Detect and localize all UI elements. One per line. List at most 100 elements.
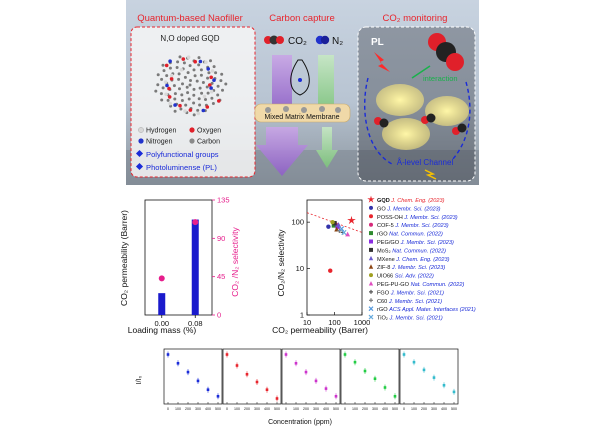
robeson-legend: GQD J. Chem. Eng. (2023) GO J. Membr. Sci… [367,195,476,322]
carbon-atom [199,73,203,77]
dopant-atom [169,77,174,81]
co2-molecule-large-icon [428,33,464,71]
legend-marker [369,273,373,278]
carbon-atom [192,93,196,97]
dopant-atom [205,105,210,109]
dopant-atom [193,59,197,64]
selectivity-point [158,275,165,282]
robeson-ytick-label: 100 [291,218,304,227]
carbon-atom [196,108,200,112]
gqd-molecule [154,55,228,117]
sensing-xtick-label: 500 [215,407,221,411]
legend-marker [369,231,373,236]
legend-entry: COF-5 J. Membr. Sci. (2023) [377,223,449,229]
carbon-atom [200,91,204,95]
carbon-atom [177,72,181,76]
carbon-atom [156,83,160,87]
sensing-chart: 0 100 200 300 400 500 0 100 200 300 400 500 0 100 200 3… [136,348,459,426]
membrane-fillers [265,106,341,113]
robeson-plot-frame [306,199,363,316]
robeson-xtick-label: 1000 [354,318,371,327]
sensing-xtick-label: 500 [451,407,457,411]
carbon-atom [214,71,218,75]
dopant-atom [181,57,186,61]
atom-legend: Hydrogen Oxygen Nitrogen Carbon [138,127,221,146]
sensing-xtick-label: 300 [313,407,319,411]
sensing-point [324,387,328,390]
carbon-atom [220,72,224,76]
carbon-atom [212,65,216,69]
carbon-atom [178,87,181,91]
robeson-point [345,231,351,237]
sensing-point [284,353,288,356]
loading-ylabel-left: CO₂ permeability (Barrer) [119,210,129,306]
legend-entry: MoS₂ Nat. Commun. (2022) [377,248,446,254]
dopant-atom [206,67,210,71]
legend-marker [368,255,374,261]
carbon-atom [186,91,190,95]
sensing-xtick-label: 0 [226,407,228,411]
carbon-atom [188,83,192,87]
legend-entry: FGO J. Membr. Sci. (2021) [377,290,444,296]
lightning-icon [374,52,390,72]
sensing-xtick-label: 500 [333,407,339,411]
loading-xtick-label: 0.08 [188,319,203,328]
channel-path [451,81,471,161]
loading-ytick-label-right: 0 [217,311,221,320]
legend-nitrogen: Nitrogen [146,139,173,146]
dopant-atom [202,94,207,99]
carbon-atom [159,92,163,96]
robeson-point [347,215,356,225]
sensing-point [265,388,269,391]
sensing-point [255,380,259,384]
carbon-atom [206,76,210,80]
carbon-atom [199,68,203,72]
carbon-atom [192,101,196,105]
sensing-xtick-label: 200 [185,407,191,411]
dopant-atom [183,109,187,113]
sensing-axes: 0 100 200 300 400 500 0 100 200 300 400 500 0 100 200 3… [163,348,459,411]
legend-marker [369,205,373,210]
carbon-atom [172,84,176,88]
dopant-atom [188,108,193,112]
carbon-capture-title: Carbon capture [269,13,334,24]
legend-entry: rGO ACS Appl. Mater. Interfaces (2021) [377,307,476,313]
feature-photoluminescence: Photoluminense (PL) [146,163,217,172]
legend-entry: GQD J. Chem. Eng. (2023) [377,198,445,204]
n2-permeate-arrow [316,127,338,168]
polymer-chain [290,59,310,96]
carbon-atom [178,55,182,59]
carbon-atom [168,66,172,70]
loading-xtick-label: 0.00 [154,319,169,328]
sensing-xtick-label: 200 [421,407,427,411]
carbon-atom [197,56,201,60]
co2-permeate-arrow [256,127,308,176]
carbon-atom [209,59,212,63]
co2-monitoring-title: CO₂ monitoring [383,13,448,24]
legend-marker [369,247,373,252]
sensing-xtick-label: 500 [392,407,398,411]
sensing-point [304,370,308,374]
sensing-point [353,360,357,364]
carbon-atom [184,103,188,107]
robeson-xlabel: CO₂ permeability (Barrer) [272,325,368,335]
dopant-atom [212,78,216,82]
dopant-atom [198,59,203,64]
gqd-sheet [425,96,469,126]
carbon-atom [187,97,191,101]
n2-molecule-icon [315,35,330,45]
legend-dot-carbon [189,138,195,144]
sensing-xtick-label: 500 [274,407,280,411]
robeson-xtick-label: 100 [328,318,341,327]
dopant-atom [209,89,214,94]
loading-chart-marks [158,219,199,315]
carbon-atom [176,60,180,64]
carbon-atom [204,98,207,101]
loading-ytick-label-right: 90 [217,234,225,243]
carbon-atom [197,97,201,101]
channel-path [364,77,393,165]
sensing-marks [166,351,456,402]
sensing-xtick-label: 400 [382,407,388,411]
carbon-atom [160,98,164,102]
